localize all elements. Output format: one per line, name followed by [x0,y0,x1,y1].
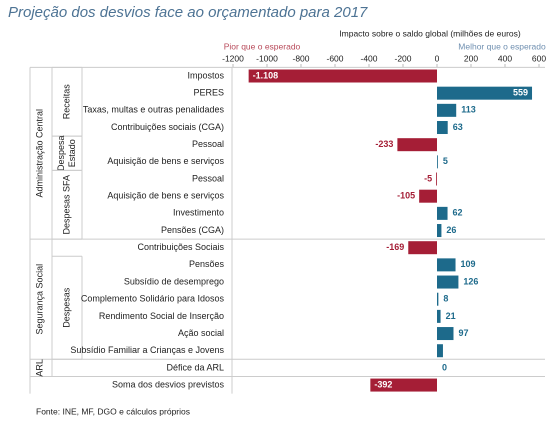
value-label: 113 [461,105,476,115]
value-label: -105 [397,191,415,201]
bar [370,378,437,392]
value-label: -233 [375,139,393,149]
bar [437,344,443,358]
category-label: Taxas, multas e outras penalidades [83,105,225,115]
value-label: 63 [453,122,463,132]
subgroup-label: Despesas SFA [61,175,71,235]
value-label: -169 [386,242,404,252]
bar [437,103,457,117]
group-label: Segurança Social [34,264,44,335]
subgroup-label: Despesas [61,287,71,328]
x-tick-label: -200 [394,53,411,63]
bar [436,172,437,186]
value-label: 97 [458,328,468,338]
x-tick-label: 600 [532,53,546,63]
category-label: Contribuições sociais (CGA) [111,122,224,132]
source: Fonte: INE, MF, DGO e cálculos próprios [36,406,190,416]
x-tick-label: 200 [464,53,478,63]
bar [248,69,437,83]
subgroup-label: DespesaEstado [56,135,77,171]
bar [437,155,438,169]
category-label: Pessoal [192,139,224,149]
x-tick-label: 400 [498,53,512,63]
category-label: Contribuições Sociais [137,242,224,252]
value-label: 26 [446,225,456,235]
x-tick-label: -1000 [256,53,278,63]
value-label: 62 [453,208,463,218]
category-label: Ação social [178,328,224,338]
category-label: Impostos [187,70,224,80]
category-label: Défice da ARL [166,362,224,372]
bar [437,121,448,135]
category-label: Complemento Solidário para Idosos [81,294,225,304]
category-label: Pensões (CGA) [161,225,224,235]
value-label: -5 [424,173,432,183]
category-label: PERES [193,88,224,98]
x-tick-label: -400 [360,53,377,63]
category-label: Pensões [189,259,225,269]
annotation: Melhor que o esperado [458,41,546,51]
bar [437,224,442,238]
value-label: -392 [374,379,392,389]
x-tick-label: -800 [292,53,309,63]
value-label: 559 [513,88,528,98]
group-label: Administração Central [34,109,44,198]
value-label: 109 [461,259,476,269]
value-label: 0 [442,362,447,372]
bar [419,189,437,203]
value-label: 8 [443,294,448,304]
group-label: ARL [34,359,44,377]
category-label: Aquisição de bens e serviços [107,191,224,201]
category-label: Aquisição de bens e serviços [107,156,224,166]
bar [437,258,456,272]
x-tick-label: -600 [326,53,343,63]
category-label: Investimento [173,208,224,218]
annotation: Pior que o esperado [224,41,301,51]
category-label: Subsídio Familiar a Crianças e Jovens [70,345,224,355]
bar [408,241,437,255]
bar [437,206,448,220]
bar [437,86,533,100]
bar [437,327,454,341]
category-label: Pessoal [192,173,224,183]
value-label: 21 [446,311,456,321]
axis-title: Impacto sobre o saldo global (milhões de… [339,28,521,38]
category-label: Soma dos desvios previstos [112,379,225,389]
bar [437,275,459,289]
category-label: Subsídio de desemprego [124,276,224,286]
subgroup-label: Receitas [61,84,71,120]
value-label: 5 [443,156,448,166]
value-label: -1.108 [253,70,279,80]
bar [437,292,439,306]
x-tick-label: 0 [435,53,440,63]
chart-title: Projeção dos desvios face ao orçamentado… [8,4,368,21]
category-label: Rendimento Social de Inserção [99,311,224,321]
bar [397,138,437,152]
x-tick-label: -1200 [222,53,244,63]
value-label: 126 [463,276,478,286]
bar [437,309,441,323]
